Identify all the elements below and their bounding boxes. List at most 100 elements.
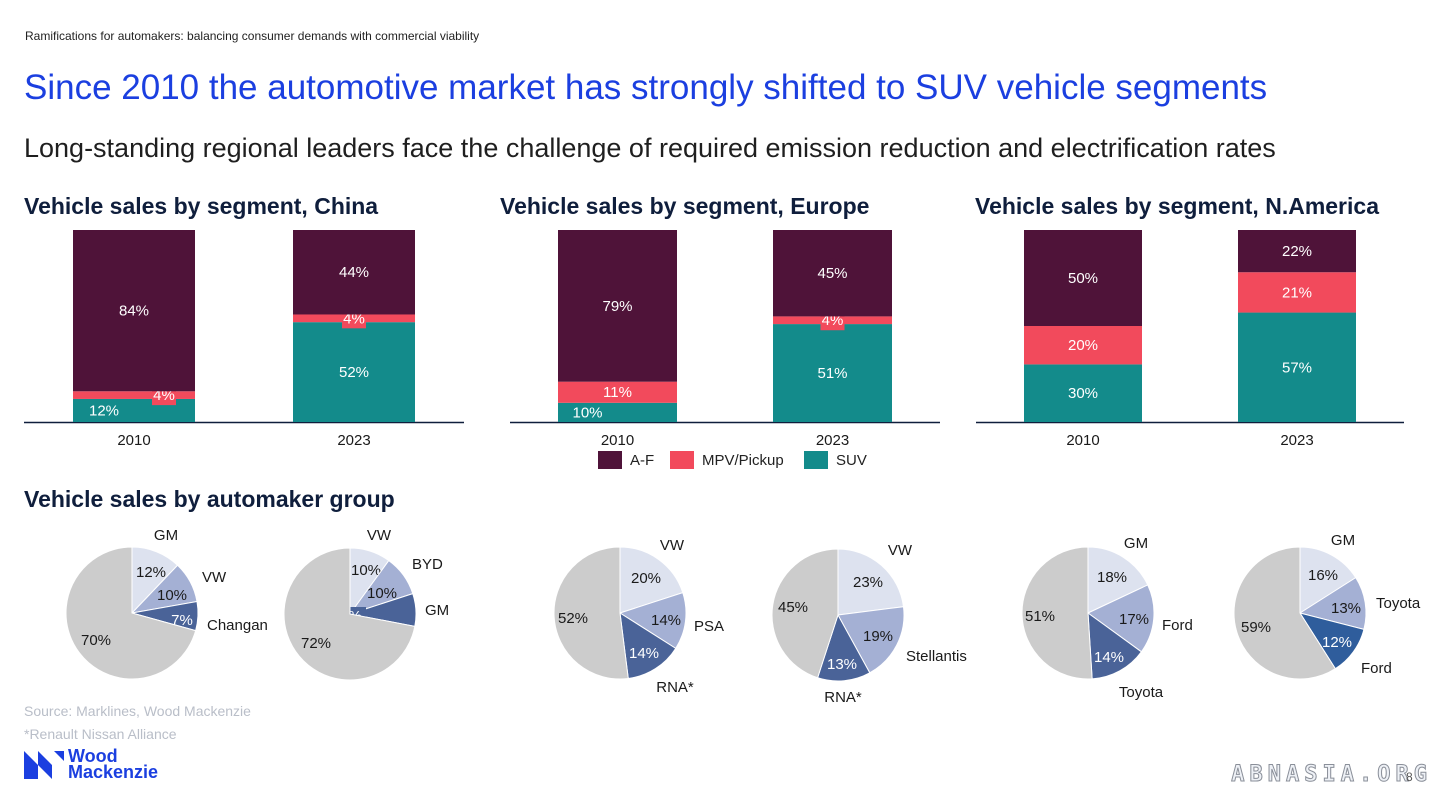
pie-europe-2010-slice-vw <box>619 546 684 614</box>
logo-line-2: Mackenzie <box>68 762 159 782</box>
china-data-label-2023-mpv-pickup: 4% <box>343 310 365 327</box>
pie-n-america-2023-data-label-ford: 12% <box>1322 634 1352 651</box>
europe-bar-2023-a-f <box>773 230 892 317</box>
pie-europe-2010-name-psa: PSA <box>694 618 724 635</box>
china-data-label-2023-a-f: 44% <box>339 264 369 281</box>
legend-item-af: A-F <box>598 451 654 469</box>
pie-n-america-2010-data-label-toyota: 14% <box>1094 649 1124 666</box>
pie-n-america-2010-data-label-gm: 18% <box>1097 569 1127 586</box>
china-bar-2010-mpv-pickup <box>73 391 195 399</box>
watermark-text: ABNASIA.ORG <box>1231 762 1432 788</box>
china-segment-chart-title: Vehicle sales by segment, China <box>24 193 379 219</box>
pie-n-america-2010-name-toyota: Toyota <box>1119 684 1164 701</box>
pie-n-america-2023-data-label-toyota: 13% <box>1331 600 1361 617</box>
europe-data-label-2023-a-f: 45% <box>817 265 847 282</box>
pie-n-america-2023-data-label-others: 59% <box>1241 619 1271 636</box>
namerica-tick-label-2010: 2010 <box>1066 432 1099 449</box>
legend-item-suv: SUV <box>804 451 867 469</box>
pie-europe-2023-data-label-others: 45% <box>778 599 808 616</box>
logo-mark-icon <box>24 751 64 779</box>
pie-n-america-2023-name-gm: GM <box>1331 532 1355 549</box>
china-bar-2023-suv <box>293 322 415 422</box>
pie-europe-2010-data-label-others: 52% <box>558 610 588 627</box>
slide-kicker: Ramifications for automakers: balancing … <box>25 29 480 43</box>
automaker-section-title: Vehicle sales by automaker group <box>24 486 395 512</box>
namerica-data-label-2010-mpv-pickup: 20% <box>1068 337 1098 354</box>
pie-china-2023-name-vw: VW <box>367 527 392 544</box>
pie-n-america-2010-slice-ford <box>1087 584 1155 653</box>
pie-n-america-2010-slice-others <box>1021 546 1093 680</box>
europe-data-label-2010-mpv-pickup: 11% <box>603 384 632 401</box>
pie-n-america-2010-name-gm: GM <box>1124 535 1148 552</box>
pie-n-america-2010-data-label-others: 51% <box>1025 608 1055 625</box>
europe-tick-label-2023: 2023 <box>816 432 849 449</box>
namerica-data-label-2023-a-f: 22% <box>1282 243 1312 260</box>
china-bar-2023-a-f <box>293 230 415 315</box>
pie-europe-2010-name-rna: RNA* <box>656 679 694 696</box>
europe-data-label-2023-mpv-pickup: 4% <box>822 312 844 329</box>
legend-swatch-af <box>598 451 622 469</box>
pie-europe-2023-data-label-vw: 23% <box>853 574 883 591</box>
pie-n-america-2023-name-ford: Ford <box>1361 660 1392 677</box>
legend-swatch-mpv <box>670 451 694 469</box>
page-number: 8 <box>1406 770 1413 784</box>
pie-n-america-2023-slice-gm <box>1299 546 1357 614</box>
logo-line-1: Wood <box>68 746 118 766</box>
pie-europe-2023-slice-vw <box>837 548 905 616</box>
namerica-bar-2023-mpv-pickup <box>1238 272 1356 313</box>
namerica-segment-chart-title: Vehicle sales by segment, N.America <box>975 193 1379 219</box>
pie-europe-2010-slice-others <box>553 546 629 680</box>
namerica-bar-2010-mpv-pickup <box>1024 326 1142 365</box>
pie-europe-2023-data-label-stellantis: 19% <box>863 628 893 645</box>
legend-label-suv: SUV <box>836 451 867 469</box>
legend-label-af: A-F <box>630 451 655 469</box>
automaker-pie-charts: 12%GM10%VW7%Changan70%10%VW10%BYD8%GM72%… <box>65 527 1421 706</box>
logo-wordmark: Wood Mackenzie <box>68 746 159 782</box>
pie-europe-2010-data-label-rna: 14% <box>629 645 659 662</box>
pie-n-america-2010-data-label-ford: 17% <box>1119 611 1149 628</box>
namerica-data-label-2010-a-f: 50% <box>1068 270 1098 287</box>
pie-china-2010-name-vw: VW <box>202 569 227 586</box>
source-note: Source: Marklines, Wood Mackenzie <box>24 703 251 719</box>
pie-europe-2010-data-label-psa: 14% <box>651 612 681 629</box>
namerica-data-label-2023-mpv-pickup: 21% <box>1282 284 1312 301</box>
china-bar-2010-a-f <box>73 230 195 392</box>
namerica-data-label-2023-suv: 57% <box>1282 359 1312 376</box>
pie-europe-2023-name-stellantis: Stellantis <box>906 648 967 665</box>
china-data-label-2023-suv: 52% <box>339 364 369 381</box>
pie-n-america-2023-slice-others <box>1233 546 1337 680</box>
namerica-tick-label-2023: 2023 <box>1280 432 1313 449</box>
pie-china-2010-data-label-gm: 12% <box>136 564 166 581</box>
china-tick-label-2023: 2023 <box>337 432 370 449</box>
pie-europe-2010-name-vw: VW <box>660 537 685 554</box>
wood-mackenzie-logo: Wood Mackenzie <box>24 746 159 782</box>
legend-label-mpv: MPV/Pickup <box>702 451 784 469</box>
pie-china-2010-data-label-others: 70% <box>81 632 111 649</box>
namerica-data-label-2010-suv: 30% <box>1068 385 1098 402</box>
pie-europe-2023-data-label-rna: 13% <box>827 656 857 673</box>
pie-china-2023-name-byd: BYD <box>412 556 443 573</box>
pie-china-2010-data-label-changan: 7% <box>171 612 193 629</box>
segment-bar-charts: 12% 4% 84% 2010 52% 4% 44% 2023 10%11% 79% 2010 51%… <box>24 230 1404 449</box>
pie-europe-2010-slice-rna <box>619 612 677 680</box>
namerica-bar-2010-suv <box>1024 364 1142 422</box>
pie-europe-2023-name-rna: RNA* <box>824 689 862 706</box>
pie-china-2023-data-label-others: 72% <box>301 635 331 652</box>
pie-china-2010-data-label-vw: 10% <box>157 587 187 604</box>
pie-china-2023-data-label-vw: 10% <box>351 562 381 579</box>
pie-china-2023-data-label-byd: 10% <box>367 585 397 602</box>
slide-subtitle: Long-standing regional leaders face the … <box>24 133 1276 163</box>
pie-china-2023-name-gm: GM <box>425 602 449 619</box>
europe-data-label-2010-suv: 10% <box>572 404 602 421</box>
namerica-bar-2023-a-f <box>1238 230 1356 273</box>
europe-data-label-2010-a-f: 79% <box>602 298 632 315</box>
pie-china-2010-name-gm: GM <box>154 527 178 544</box>
pie-n-america-2023-name-toyota: Toyota <box>1376 595 1421 612</box>
europe-tick-label-2010: 2010 <box>601 432 634 449</box>
pie-europe-2023-slice-others <box>771 548 839 679</box>
china-data-label-2010-mpv-pickup: 4% <box>153 387 175 404</box>
europe-bar-2010-mpv-pickup <box>558 381 677 403</box>
footnote: *Renault Nissan Alliance <box>24 726 177 742</box>
pie-china-2010-name-changan: Changan <box>207 617 268 634</box>
slide-title: Since 2010 the automotive market has str… <box>24 68 1268 107</box>
